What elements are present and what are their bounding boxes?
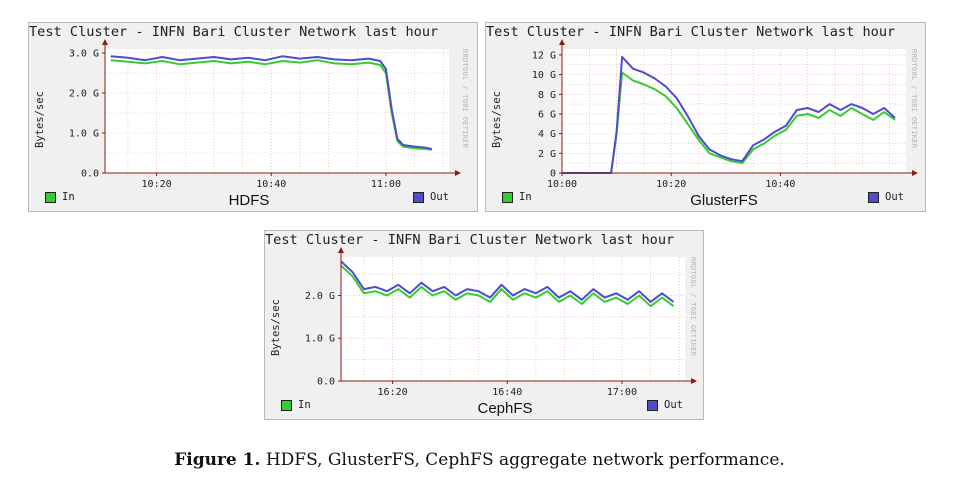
glusterfs-x-axis-arrow [912,170,918,176]
glusterfs-y-axis-label: Bytes/sec [491,91,503,148]
glusterfs-legend-out-label: Out [885,191,904,203]
glusterfs-x-tick-label: 10:20 [656,179,686,190]
cephfs-legend-out-swatch [647,399,658,411]
glusterfs-watermark: RRDTOOL / TOBI OETIKER [910,49,918,149]
glusterfs-legend-in-label: In [519,191,532,203]
cephfs-x-tick-label: 17:00 [607,387,637,398]
glusterfs-chart-title: Test Cluster - INFN Bari Cluster Network… [486,24,896,40]
cephfs-y-tick-label: 2.0 G [305,291,335,302]
glusterfs-y-tick-label: 4 G [538,129,556,140]
cephfs-chart-svg: 0.0 1.0 G 2.0 G 16:20 16:40 17:00 [305,247,697,398]
cephfs-series-out [340,260,675,303]
hdfs-legend-in-swatch [45,191,56,203]
glusterfs-y-tick-label: 8 G [538,90,556,101]
hdfs-legend-in-label: In [62,191,75,203]
hdfs-legend-out: Out [413,191,449,203]
hdfs-chart-svg: 0.0 1.0 G 2.0 G 3.0 G 10:20 10:40 11:00 [69,39,461,190]
glusterfs-series-out [562,55,896,174]
cephfs-y-axis-arrow [338,247,344,253]
hdfs-legend-out-swatch [413,191,424,203]
cephfs-plot-area [341,257,685,381]
glusterfs-legend-in: In [502,191,532,203]
cephfs-chart-panel: 0.0 1.0 G 2.0 G 16:20 16:40 17:00 Test Cluste… [264,230,704,420]
cephfs-legend-in: In [281,399,311,411]
hdfs-x-tick-label: 10:40 [256,179,286,190]
cephfs-series-in [340,264,675,308]
cephfs-watermark: RRDTOOL / TOBI OETIKER [689,257,697,357]
figure-caption-label: Figure 1. [174,450,261,470]
glusterfs-y-tick-label: 6 G [538,109,556,120]
glusterfs-y-tick-label: 10 G [532,70,556,81]
glusterfs-legend-in-swatch [502,191,513,203]
hdfs-legend-out-label: Out [430,191,449,203]
hdfs-y-axis-arrow [102,39,108,45]
glusterfs-y-tick-label: 12 G [532,50,556,61]
cephfs-y-tick-label: 0.0 [317,377,335,388]
hdfs-y-tick-label: 0.0 [81,169,99,180]
cephfs-y-axis-label: Bytes/sec [270,299,282,356]
cephfs-panel-label: CephFS [477,400,533,417]
hdfs-y-tick-label: 3.0 G [69,49,99,60]
glusterfs-panel-label: GlusterFS [690,192,758,209]
hdfs-x-tick-label: 10:20 [142,179,172,190]
glusterfs-legend-out-swatch [868,191,879,203]
hdfs-series-out [110,55,433,150]
cephfs-chart-title: Test Cluster - INFN Bari Cluster Network… [265,232,675,248]
hdfs-y-axis-label: Bytes/sec [34,91,46,148]
cephfs-legend-out: Out [647,399,683,411]
glusterfs-legend-out: Out [868,191,904,203]
cephfs-x-tick-label: 16:40 [492,387,522,398]
hdfs-panel-label: HDFS [228,192,270,209]
hdfs-y-tick-label: 1.0 G [69,129,99,140]
glusterfs-y-tick-label: 0 [550,169,556,180]
glusterfs-y-tick-label: 2 G [538,149,556,160]
figure-caption-text: HDFS, GlusterFS, CephFS aggregate networ… [265,450,785,470]
glusterfs-chart-svg: 0 2 G 4 G 6 G 8 G 10 G 12 G 10:00 10:20 10:40 [532,39,918,190]
hdfs-legend-in: In [45,191,75,203]
glusterfs-series-in [562,71,896,174]
glusterfs-x-tick-label: 10:40 [765,179,795,190]
cephfs-legend-out-label: Out [664,399,683,411]
hdfs-chart-panel: 0.0 1.0 G 2.0 G 3.0 G 10:20 10:40 11:00 Test C… [28,22,478,212]
figure-caption: Figure 1. HDFS, GlusterFS, CephFS aggreg… [0,450,959,470]
cephfs-legend-in-swatch [281,399,292,411]
hdfs-x-axis-arrow [455,170,461,176]
cephfs-legend-in-label: In [298,399,311,411]
hdfs-series-in [110,59,432,151]
cephfs-x-axis-arrow [691,378,697,384]
hdfs-x-tick-label: 11:00 [371,179,401,190]
hdfs-y-tick-label: 2.0 G [69,89,99,100]
glusterfs-x-tick-label: 10:00 [547,179,577,190]
glusterfs-y-axis-arrow [559,39,565,45]
cephfs-x-tick-label: 16:20 [378,387,408,398]
hdfs-watermark: RRDTOOL / TOBI OETIKER [461,49,469,149]
cephfs-y-tick-label: 1.0 G [305,334,335,345]
hdfs-chart-title: Test Cluster - INFN Bari Cluster Network… [29,24,439,40]
glusterfs-chart-panel: 0 2 G 4 G 6 G 8 G 10 G 12 G 10:00 10:20 10:40 Tes… [485,22,926,212]
